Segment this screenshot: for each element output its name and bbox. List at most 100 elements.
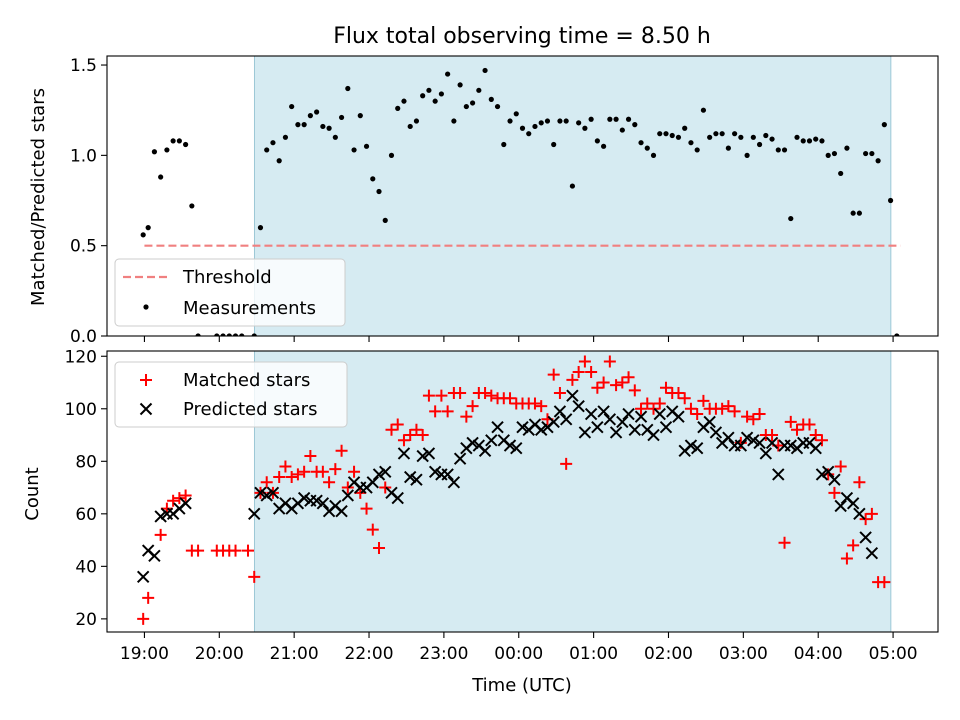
measurement-point bbox=[438, 91, 444, 97]
matched-stars-point bbox=[466, 400, 479, 413]
measurement-point bbox=[850, 210, 856, 216]
matched-stars-point bbox=[840, 552, 853, 565]
y-tick-label: 1.5 bbox=[70, 56, 97, 76]
observing-span bbox=[253, 350, 892, 633]
matched-stars-point bbox=[653, 397, 666, 410]
measurement-point bbox=[788, 215, 794, 222]
measurement-point bbox=[769, 136, 775, 142]
legend-box bbox=[114, 258, 346, 327]
measurement-point bbox=[463, 103, 469, 110]
measurement-point bbox=[170, 138, 176, 144]
matched-stars-point bbox=[241, 544, 254, 557]
matched-stars-point bbox=[298, 465, 311, 478]
measurement-point bbox=[663, 131, 669, 137]
measurement-point bbox=[401, 98, 407, 104]
measurement-point bbox=[501, 141, 507, 148]
x-tick-label: 22:00 bbox=[345, 644, 394, 664]
measurement-point bbox=[140, 232, 146, 238]
predicted-stars-point bbox=[772, 468, 785, 481]
matched-stars-point bbox=[485, 389, 498, 402]
predicted-stars-point bbox=[616, 415, 629, 429]
predicted-stars-point bbox=[510, 441, 523, 455]
matched-stars-point bbox=[659, 381, 672, 394]
measurement-point bbox=[145, 225, 151, 231]
measurement-point bbox=[576, 120, 582, 126]
x-tick-label: 01:00 bbox=[569, 644, 618, 664]
measurement-point bbox=[301, 122, 307, 128]
measurement-point bbox=[307, 113, 313, 119]
measurement-point bbox=[239, 333, 245, 336]
matched-stars-point bbox=[803, 418, 816, 431]
predicted-stars-point bbox=[703, 415, 716, 429]
measurement-point bbox=[407, 123, 413, 130]
x-tick-label: 20:00 bbox=[195, 644, 244, 664]
y-tick-label: 1.0 bbox=[70, 146, 97, 166]
predicted-stars-point bbox=[410, 473, 423, 486]
matched-stars-point bbox=[828, 486, 841, 499]
measurement-point bbox=[632, 122, 638, 128]
measurement-point bbox=[794, 134, 800, 140]
predicted-stars-point bbox=[740, 431, 754, 444]
measurement-point bbox=[781, 147, 788, 153]
measurement-point bbox=[744, 152, 750, 158]
bottom-panel: 20 40 60 80 100 120 19:00 20:00 21:00 22:00 23:00 0… bbox=[65, 347, 939, 664]
matched-stars-point bbox=[878, 576, 891, 589]
matched-stars-point bbox=[454, 387, 467, 400]
matched-stars-point bbox=[373, 541, 386, 554]
measurement-point bbox=[725, 145, 731, 151]
top-y-axis-label: Matched/Predicted stars bbox=[28, 88, 49, 306]
legend-measurements-label: Measurements bbox=[183, 298, 316, 319]
matched-stars-point bbox=[791, 423, 804, 436]
matched-stars-point bbox=[416, 429, 429, 442]
matched-stars-point bbox=[784, 415, 797, 428]
matched-stars-point bbox=[173, 492, 186, 505]
measurement-point bbox=[314, 109, 320, 115]
measurement-point bbox=[869, 150, 875, 157]
predicted-stars-point bbox=[379, 465, 392, 479]
measurement-point bbox=[638, 140, 644, 146]
measurement-point bbox=[276, 158, 282, 164]
measurement-point bbox=[825, 152, 831, 158]
measurement-point bbox=[282, 134, 289, 140]
measurement-point bbox=[875, 158, 881, 164]
legend-box bbox=[114, 361, 348, 428]
predicted-stars-point bbox=[397, 447, 411, 460]
measurement-point bbox=[644, 145, 650, 151]
predicted-stars-point bbox=[297, 491, 311, 505]
matched-stars-point bbox=[728, 405, 741, 418]
matched-stars-point bbox=[360, 502, 373, 515]
legend-measurements-swatch bbox=[143, 304, 149, 310]
predicted-stars-point bbox=[403, 470, 417, 484]
matched-stars-point bbox=[691, 408, 704, 421]
measurement-point bbox=[220, 333, 226, 336]
matched-stars-point bbox=[535, 400, 548, 413]
predicted-stars-point bbox=[853, 507, 866, 521]
matched-stars-point bbox=[847, 539, 860, 552]
measurement-point bbox=[831, 150, 838, 157]
legend-bottom: Matched stars Predicted stars bbox=[114, 361, 348, 428]
measurement-point bbox=[607, 116, 613, 122]
measurement-point bbox=[594, 138, 600, 144]
matched-stars-point bbox=[304, 450, 317, 463]
y-tick-label: 40 bbox=[75, 557, 97, 577]
x-axis-label: Time (UTC) bbox=[471, 675, 572, 696]
measurement-point bbox=[363, 143, 370, 149]
observing-span bbox=[253, 55, 892, 337]
predicted-stars-point bbox=[441, 468, 454, 481]
bottom-y-axis-label: Count bbox=[22, 467, 43, 520]
measurement-point bbox=[395, 105, 401, 111]
matched-stars-point bbox=[479, 387, 492, 400]
matched-stars-point bbox=[616, 376, 629, 389]
predicted-stars-point bbox=[753, 436, 766, 450]
measurement-point bbox=[813, 136, 819, 142]
matched-stars-point bbox=[528, 397, 541, 410]
matched-stars-point bbox=[385, 423, 398, 436]
matched-stars-point bbox=[248, 570, 261, 583]
matched-stars-point bbox=[341, 481, 354, 494]
predicted-stars-point bbox=[865, 547, 879, 560]
measurement-point bbox=[650, 152, 657, 158]
measurement-point bbox=[669, 132, 675, 139]
legend-predicted-label: Predicted stars bbox=[183, 399, 317, 420]
x-tick-label: 23:00 bbox=[419, 644, 468, 664]
matched-stars-point bbox=[391, 418, 404, 431]
